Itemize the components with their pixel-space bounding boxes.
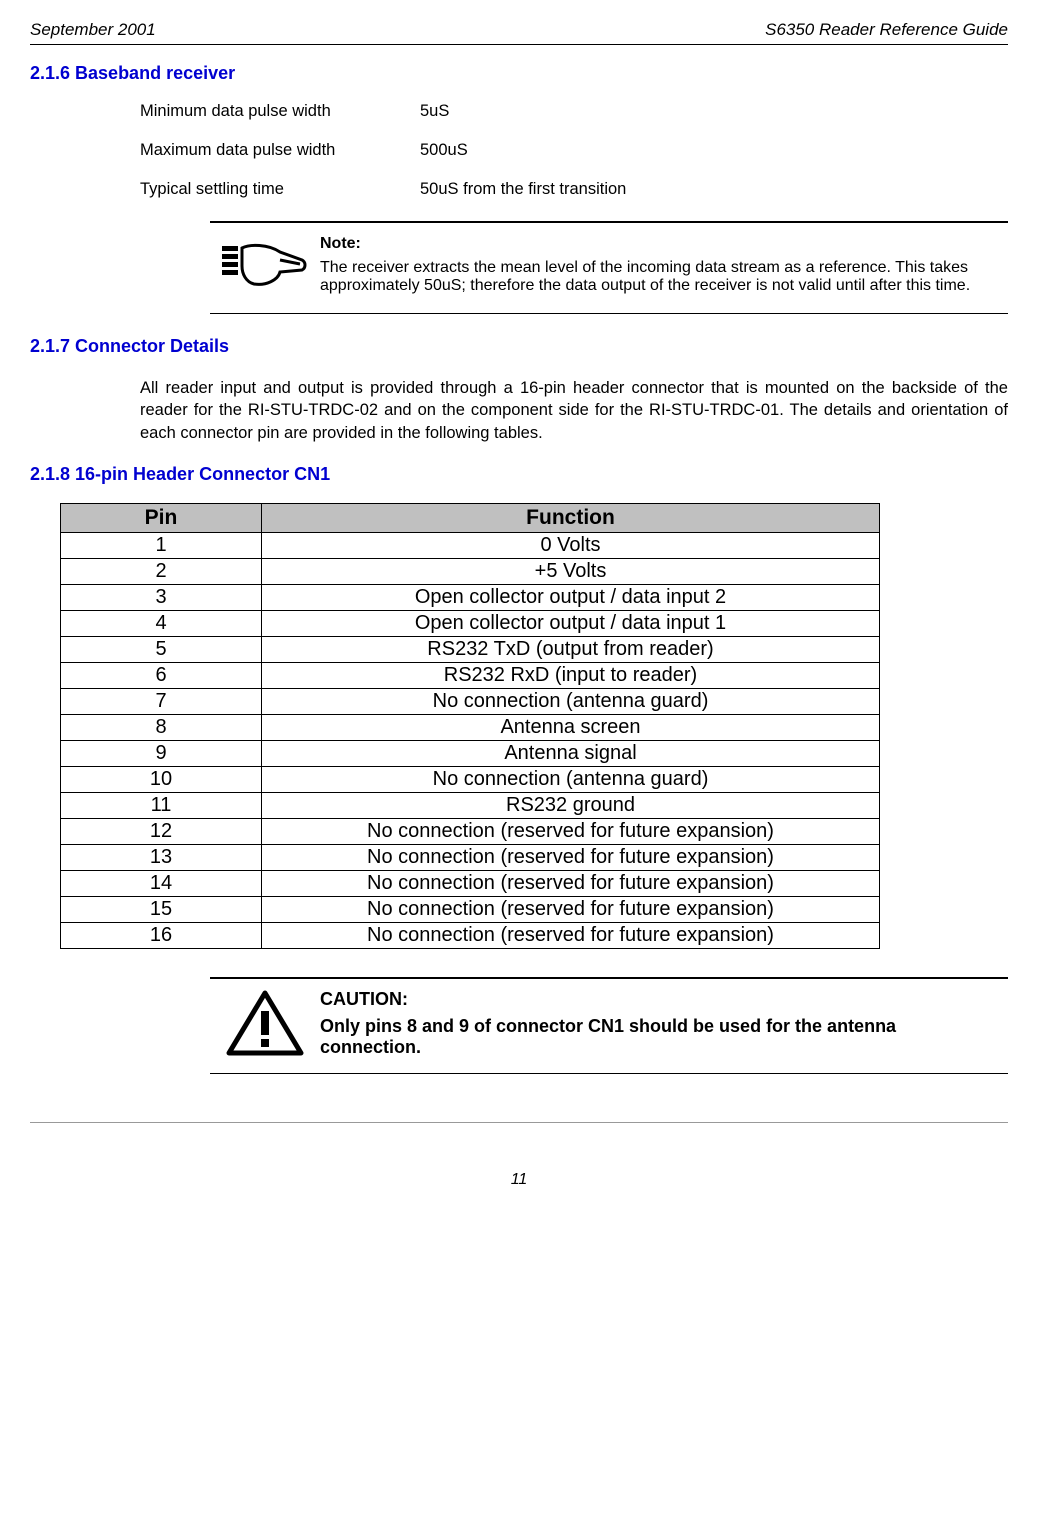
pin-cell: 3 [61,584,262,610]
page-header: September 2001 S6350 Reader Reference Gu… [30,20,1008,40]
pin-cell: 9 [61,740,262,766]
pointing-hand-icon [210,235,320,295]
table-row: 15No connection (reserved for future exp… [61,896,880,922]
function-cell: No connection (reserved for future expan… [262,870,880,896]
function-cell: Antenna signal [262,740,880,766]
function-cell: No connection (reserved for future expan… [262,844,880,870]
function-cell: RS232 ground [262,792,880,818]
pin-cell: 7 [61,688,262,714]
table-row: 7No connection (antenna guard) [61,688,880,714]
pin-cell: 10 [61,766,262,792]
pin-table: Pin Function 10 Volts2+5 Volts3Open coll… [60,503,880,949]
table-row: 11RS232 ground [61,792,880,818]
pin-cell: 13 [61,844,262,870]
connector-paragraph: All reader input and output is provided … [140,377,1008,444]
note-block: Note: The receiver extracts the mean lev… [210,221,1008,314]
header-rule [30,44,1008,45]
note-text: Note: The receiver extracts the mean lev… [320,235,1008,295]
pin-cell: 14 [61,870,262,896]
pin-cell: 8 [61,714,262,740]
header-left: September 2001 [30,20,156,40]
spec-row: Maximum data pulse width 500uS [140,141,1008,160]
function-cell: No connection (antenna guard) [262,688,880,714]
table-row: 14No connection (reserved for future exp… [61,870,880,896]
function-cell: 0 Volts [262,532,880,558]
pin-cell: 12 [61,818,262,844]
function-cell: Antenna screen [262,714,880,740]
pin-cell: 11 [61,792,262,818]
pin-cell: 16 [61,922,262,948]
note-title: Note: [320,235,998,253]
function-cell: No connection (reserved for future expan… [262,818,880,844]
pin-cell: 5 [61,636,262,662]
caution-body: Only pins 8 and 9 of connector CN1 shoul… [320,1016,998,1058]
table-row: 9Antenna signal [61,740,880,766]
footer-rule [30,1122,1008,1123]
spec-label: Typical settling time [140,180,420,199]
spec-label: Maximum data pulse width [140,141,420,160]
spec-value: 500uS [420,141,468,160]
function-cell: No connection (reserved for future expan… [262,896,880,922]
page-number: 11 [30,1171,1008,1189]
caution-title: CAUTION: [320,989,998,1010]
table-row: 10No connection (antenna guard) [61,766,880,792]
section-216-heading: 2.1.6 Baseband receiver [30,63,1008,84]
function-cell: RS232 RxD (input to reader) [262,662,880,688]
table-row: 13No connection (reserved for future exp… [61,844,880,870]
caution-text: CAUTION: Only pins 8 and 9 of connector … [320,989,1008,1059]
function-cell: Open collector output / data input 1 [262,610,880,636]
header-right: S6350 Reader Reference Guide [765,20,1008,40]
warning-triangle-icon [210,989,320,1059]
function-cell: No connection (antenna guard) [262,766,880,792]
note-body: The receiver extracts the mean level of … [320,259,998,295]
table-row: 8Antenna screen [61,714,880,740]
table-header-function: Function [262,503,880,532]
table-row: 3Open collector output / data input 2 [61,584,880,610]
spec-label: Minimum data pulse width [140,102,420,121]
spec-value: 50uS from the first transition [420,180,626,199]
table-row: 4Open collector output / data input 1 [61,610,880,636]
table-row: 10 Volts [61,532,880,558]
pin-cell: 6 [61,662,262,688]
table-row: 6RS232 RxD (input to reader) [61,662,880,688]
function-cell: +5 Volts [262,558,880,584]
spec-value: 5uS [420,102,449,121]
pin-cell: 4 [61,610,262,636]
pin-cell: 1 [61,532,262,558]
section-218-heading: 2.1.8 16-pin Header Connector CN1 [30,464,1008,485]
pin-cell: 15 [61,896,262,922]
spec-row: Typical settling time 50uS from the firs… [140,180,1008,199]
table-row: 5RS232 TxD (output from reader) [61,636,880,662]
function-cell: Open collector output / data input 2 [262,584,880,610]
table-row: 12No connection (reserved for future exp… [61,818,880,844]
function-cell: RS232 TxD (output from reader) [262,636,880,662]
table-header-pin: Pin [61,503,262,532]
spec-row: Minimum data pulse width 5uS [140,102,1008,121]
table-row: 2+5 Volts [61,558,880,584]
section-217-heading: 2.1.7 Connector Details [30,336,1008,357]
caution-block: CAUTION: Only pins 8 and 9 of connector … [210,977,1008,1074]
table-row: 16No connection (reserved for future exp… [61,922,880,948]
function-cell: No connection (reserved for future expan… [262,922,880,948]
pin-cell: 2 [61,558,262,584]
